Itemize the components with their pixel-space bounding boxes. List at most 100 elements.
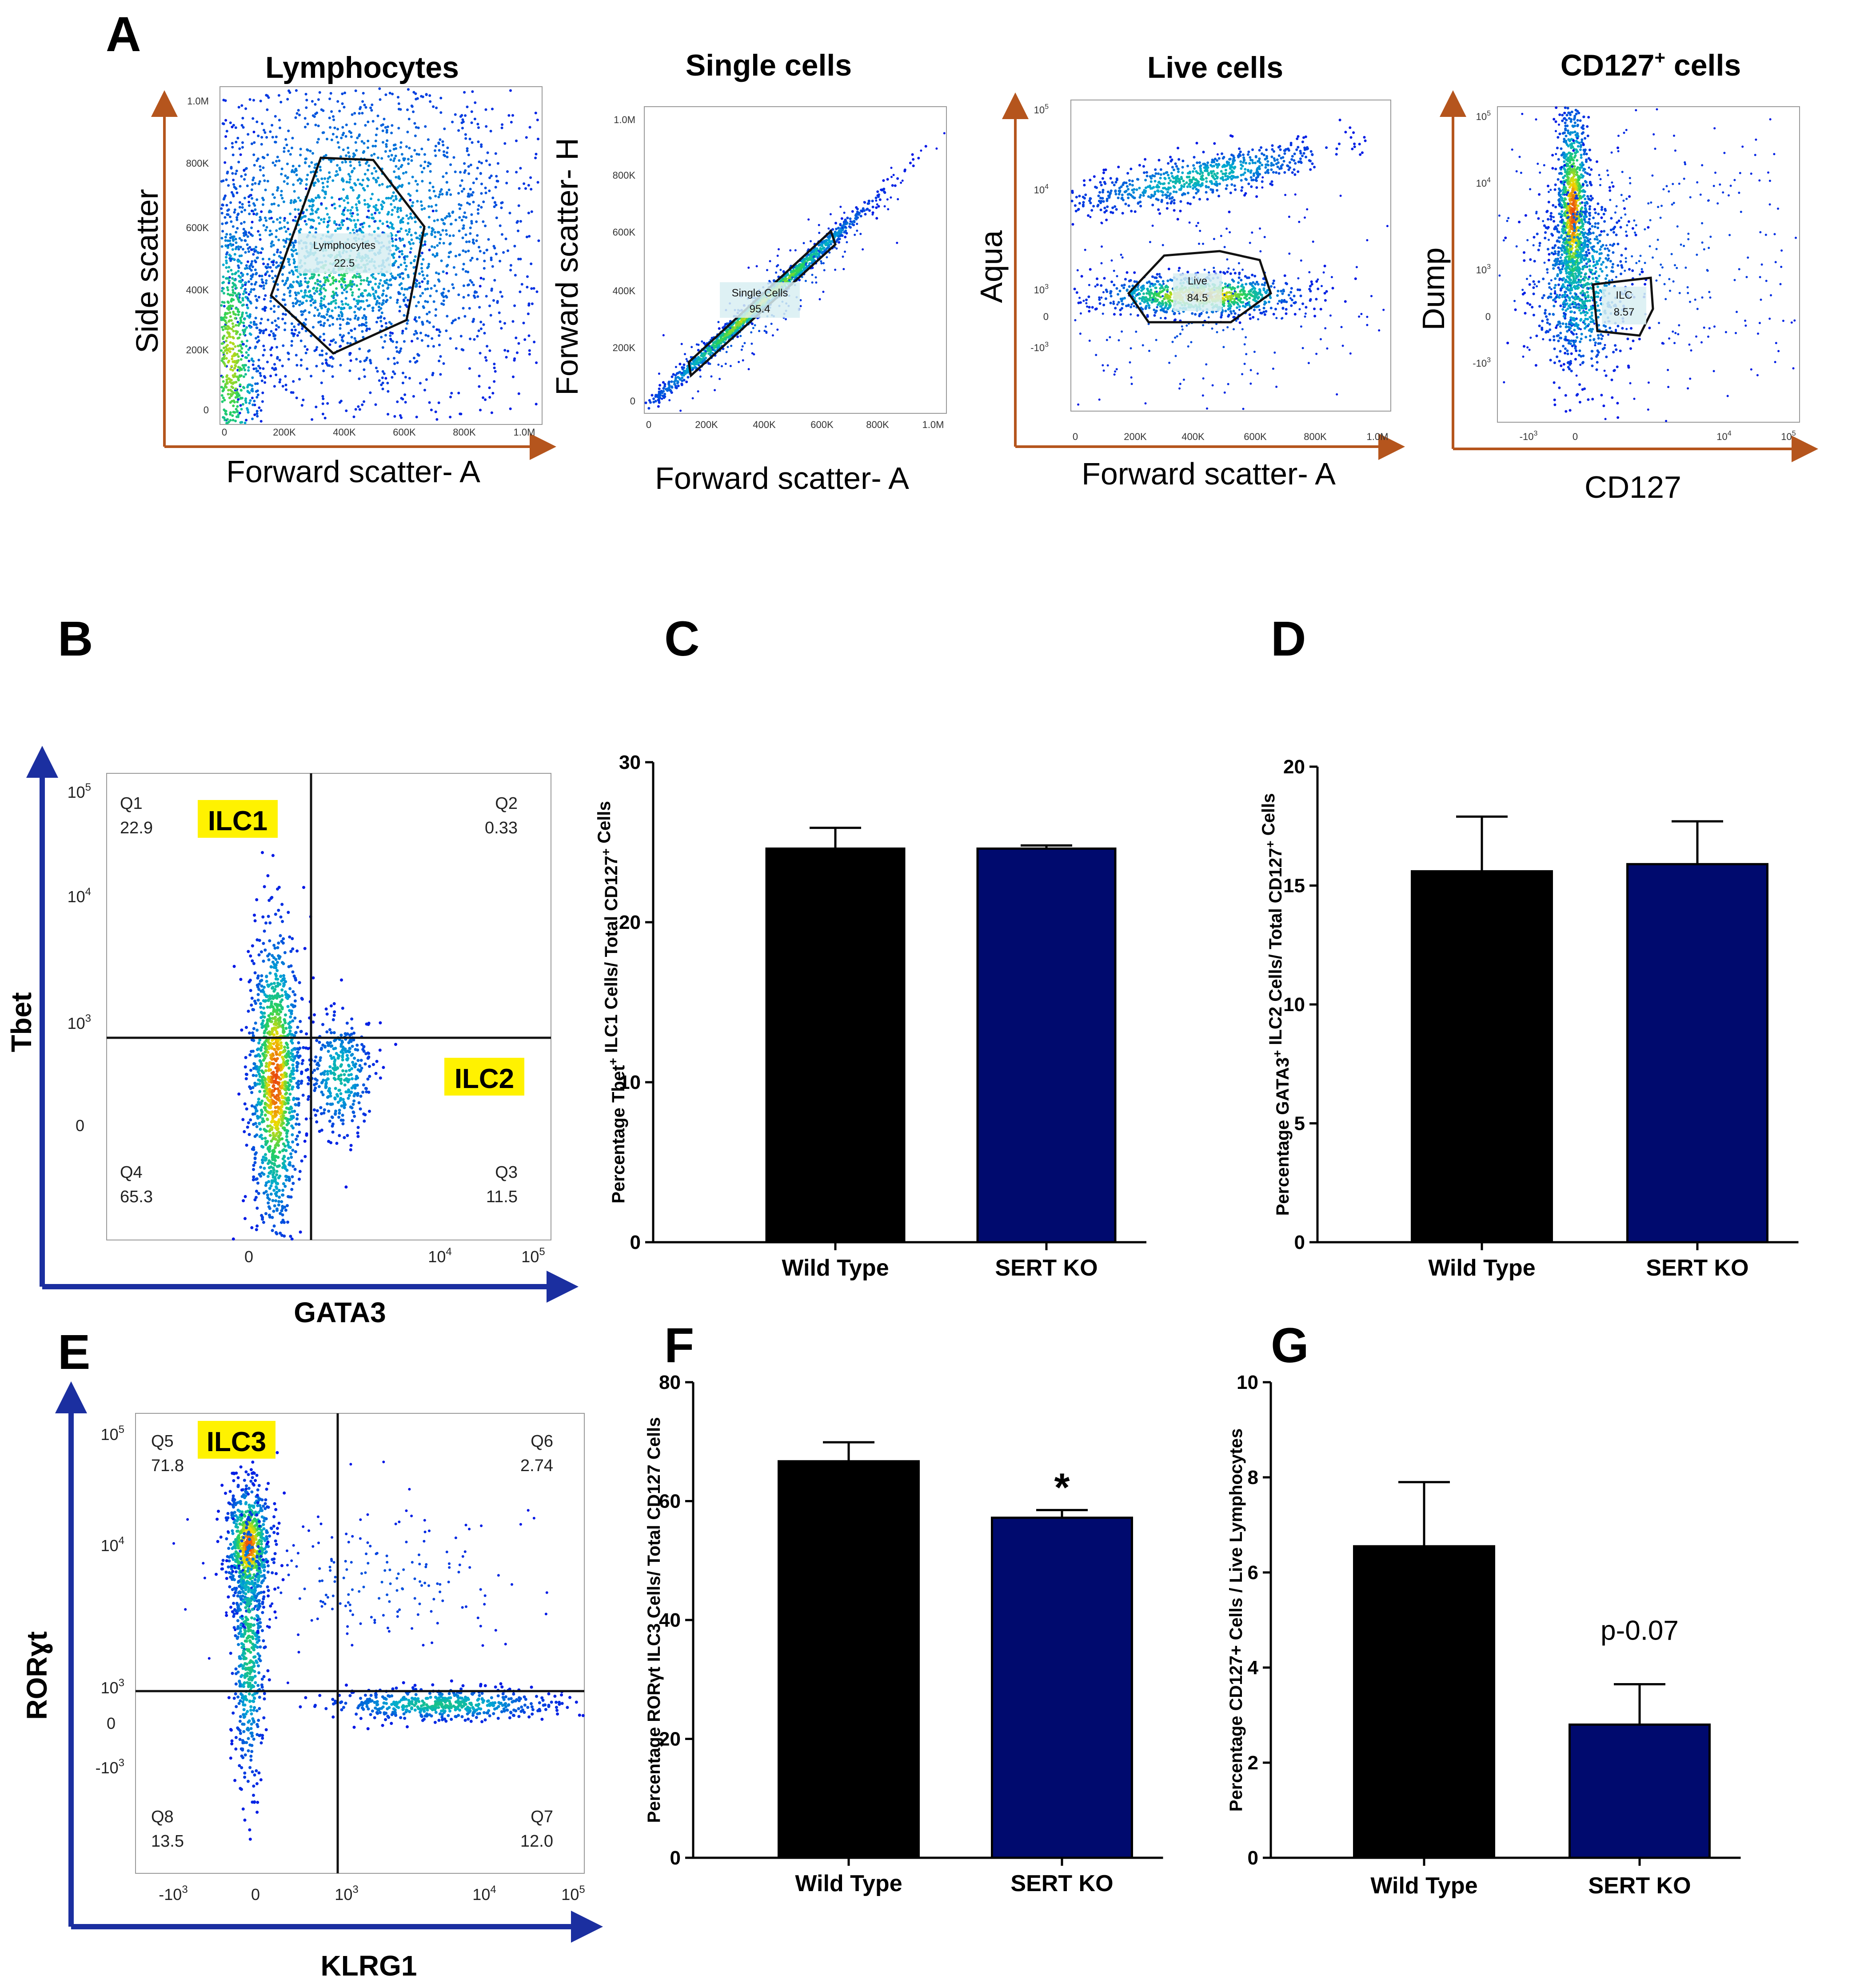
event-dot [385,143,388,146]
y-axis-label: Forward scatter- H [550,138,584,396]
event-dot [467,271,470,273]
event-dot [350,336,353,339]
event-dot [284,138,287,141]
event-dot [729,365,732,367]
event-dot [248,204,251,207]
event-dot [299,182,302,185]
event-dot [263,131,267,134]
event-dot [464,250,467,253]
event-dot [296,276,299,278]
event-dot [817,249,820,252]
event-dot [258,274,261,277]
event-dot [353,112,356,115]
event-dot [375,133,378,136]
event-dot [395,301,399,304]
event-dot [247,293,251,296]
event-dot [871,205,874,208]
event-dot [232,336,234,339]
event-dot [349,209,352,212]
event-dot [340,285,343,288]
event-dot [416,236,419,240]
event-dot [1165,207,1169,210]
event-dot [252,253,255,256]
event-dot [225,253,228,256]
event-dot [509,268,512,272]
event-dot [462,227,465,230]
event-dot [403,244,406,247]
event-dot [317,180,320,183]
event-dot [279,251,282,254]
event-dot [232,404,235,408]
event-dot [912,164,915,168]
event-dot [266,270,269,273]
event-dot [462,284,465,287]
event-dot [364,289,367,292]
event-dot [813,255,815,258]
event-dot [224,147,227,150]
event-dot [242,321,245,324]
event-dot [401,332,404,335]
event-dot [303,345,307,348]
event-dot [432,345,435,348]
event-dot [248,267,251,270]
event-dot [427,335,430,337]
event-dot [266,153,269,156]
event-dot [319,335,322,338]
event-dot [245,351,248,354]
event-dot [268,233,271,236]
event-dot [736,335,739,338]
event-dot [484,192,487,194]
tick-label: 200K [273,427,296,438]
event-dot [240,315,243,318]
event-dot [399,305,402,308]
event-dot [654,400,657,403]
event-dot [330,340,333,343]
event-dot [1087,214,1090,217]
event-dot [484,356,487,359]
event-dot [385,197,388,200]
event-dot [886,198,889,201]
event-dot [383,280,386,283]
event-dot [267,258,271,260]
event-dot [327,177,330,180]
event-dot [668,399,671,401]
event-dot [477,204,480,207]
event-dot [374,403,377,406]
event-dot [509,407,512,410]
event-dot [389,296,392,299]
event-dot [349,288,352,291]
event-dot [368,204,371,208]
event-dot [443,288,446,291]
event-dot [1074,204,1077,207]
event-dot [391,195,394,198]
event-dot [269,348,272,351]
event-dot [349,359,352,362]
event-dot [508,212,511,215]
event-dot [399,146,402,149]
event-dot [842,256,844,258]
plot-frame [220,86,543,425]
event-dot [398,159,401,162]
event-dot [310,334,313,337]
event-dot [469,188,472,191]
event-dot [230,269,233,272]
event-dot [313,273,316,276]
event-dot [301,301,304,304]
event-dot [1177,147,1179,150]
event-dot [320,202,323,205]
event-dot [1239,160,1242,163]
event-dot [357,275,360,278]
event-dot [279,378,282,381]
event-dot [435,106,438,109]
event-dot [526,286,529,288]
event-dot [271,136,274,139]
event-dot [229,215,232,218]
event-dot [262,174,265,177]
event-dot [896,177,899,180]
event-dot [802,242,805,244]
event-dot [358,324,361,327]
event-dot [404,376,407,379]
event-dot [348,181,351,184]
event-dot [518,187,521,190]
event-dot [351,113,354,116]
